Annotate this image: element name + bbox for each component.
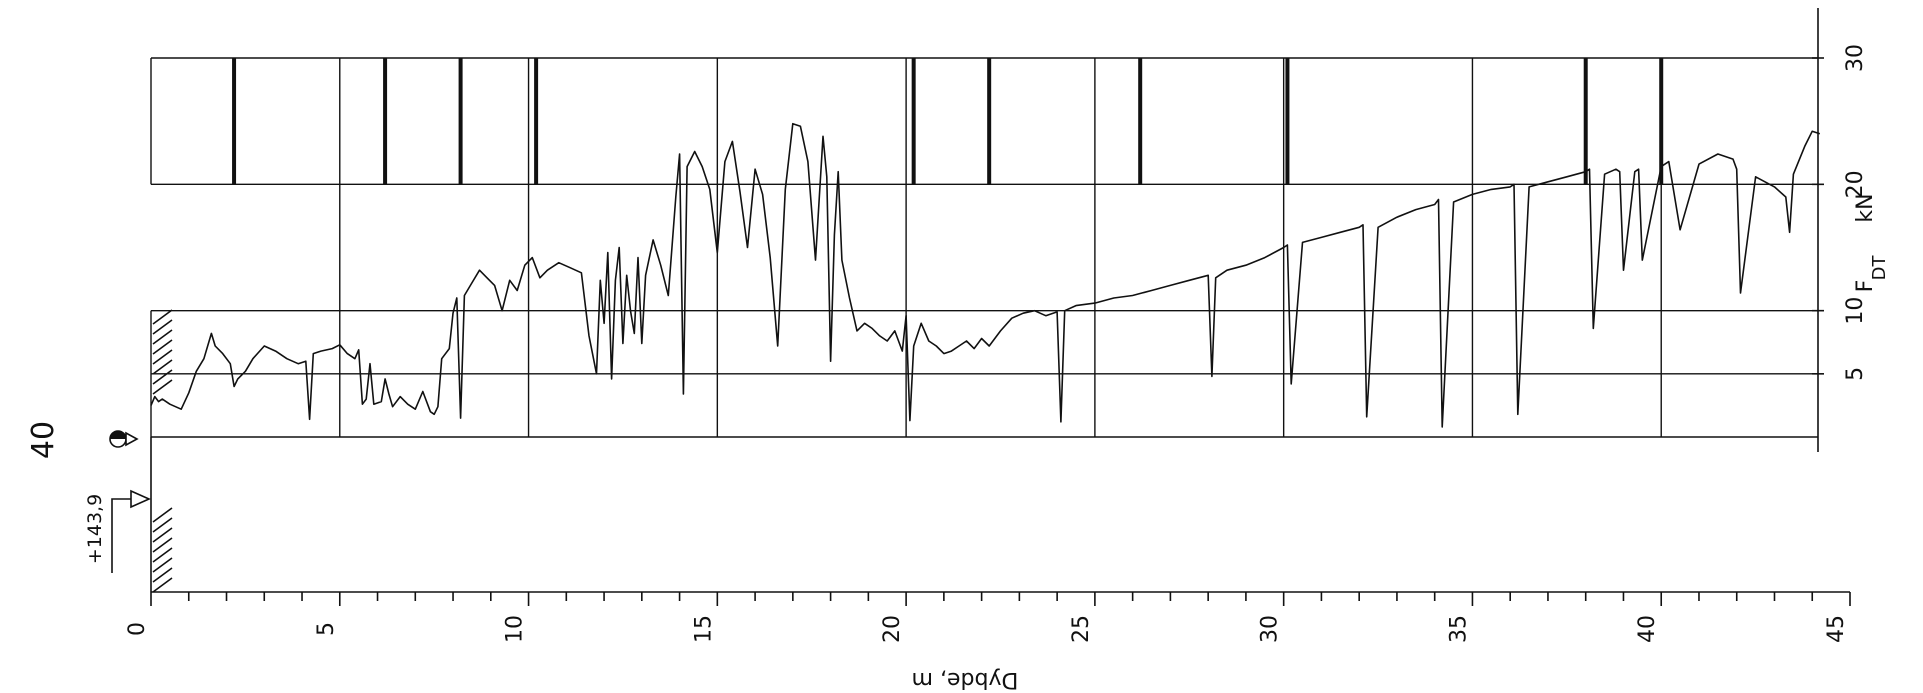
hatch-line-bottom-5 (152, 557, 173, 573)
x-tick-label-30: 30 (1258, 615, 1283, 643)
rod-join-bar-4 (911, 58, 916, 185)
hatch-line-top-4 (152, 349, 173, 365)
y-axis-label-main: F (1853, 280, 1878, 293)
elevation-triangle (130, 489, 151, 509)
groundwater-circle-fill (110, 431, 126, 439)
y-tick-label-10: 10 (1843, 297, 1868, 325)
x-tick-label-0: 0 (125, 622, 150, 636)
hatch-line-bottom-2 (152, 527, 173, 543)
hatch-line-bottom-3 (152, 537, 173, 553)
y-tick-label-20: 20 (1843, 170, 1868, 198)
rod-join-bar-1 (383, 58, 388, 185)
axes (150, 8, 1850, 593)
gridlines (150, 57, 1818, 438)
x-tick-label-20: 20 (880, 615, 905, 643)
rod-join-bar-3 (534, 58, 539, 185)
x-tick-label-45: 45 (1824, 615, 1849, 643)
y-axis-label: F DT kN (1853, 193, 1890, 292)
x-tick-label-25: 25 (1069, 615, 1094, 643)
terrain-hatch (152, 507, 173, 593)
hatch-line-top-3 (152, 339, 173, 355)
x-axis-label: Dybde, m (912, 667, 1019, 692)
x-axis-ticks: 0 5 10 15 20 25 30 35 40 45 (125, 592, 1851, 643)
y-axis-label-sub: DT (1869, 255, 1890, 281)
hatch-line-top-1 (152, 319, 173, 335)
hatch-line-bottom-7 (152, 577, 173, 593)
y-tick-label-30: 30 (1843, 44, 1868, 72)
hatch-line-bottom-1 (152, 517, 173, 533)
hatch-line-bottom-4 (152, 547, 173, 563)
x-tick-label-40: 40 (1635, 615, 1660, 643)
rod-join-bar-9 (1659, 58, 1664, 185)
rod-join-bar-0 (232, 58, 237, 185)
soft-soil-hatch (152, 309, 173, 395)
hatch-line-top-2 (152, 329, 173, 345)
x-tick-label-15: 15 (691, 615, 716, 643)
rod-join-bar-8 (1583, 58, 1588, 185)
hatch-line-bottom-0 (152, 507, 173, 523)
x-tick-label-5: 5 (314, 622, 339, 636)
x-tick-label-10: 10 (503, 615, 528, 643)
y-axis-ticks: 5 10 20 30 (1812, 44, 1868, 381)
series-group (150, 122, 1821, 428)
rod-join-bar-5 (987, 58, 992, 185)
y-axis-label-unit: kN (1853, 193, 1878, 222)
elevation-leader-line (111, 498, 131, 573)
rod-join-bar-2 (458, 58, 463, 185)
probe-number: 40 (26, 421, 61, 459)
hatch-line-top-5 (152, 359, 173, 375)
hatch-line-top-0 (152, 309, 173, 325)
x-tick-label-35: 35 (1446, 615, 1471, 643)
hatch-line-top-6 (152, 369, 173, 385)
groundwater-symbol (109, 430, 139, 448)
terrain-elevation-marker (111, 489, 151, 573)
rod-join-bar-7 (1285, 58, 1290, 185)
groundwater-triangle (125, 431, 139, 447)
rod-join-bar-6 (1138, 58, 1143, 185)
elevation-label: +143,9 (84, 494, 106, 564)
hatch-line-bottom-6 (152, 567, 173, 583)
force-trace-line-0 (150, 122, 1821, 428)
rod-join-bars (232, 58, 1664, 185)
hatch-line-top-7 (152, 379, 173, 395)
y-tick-label-5: 5 (1843, 367, 1868, 381)
